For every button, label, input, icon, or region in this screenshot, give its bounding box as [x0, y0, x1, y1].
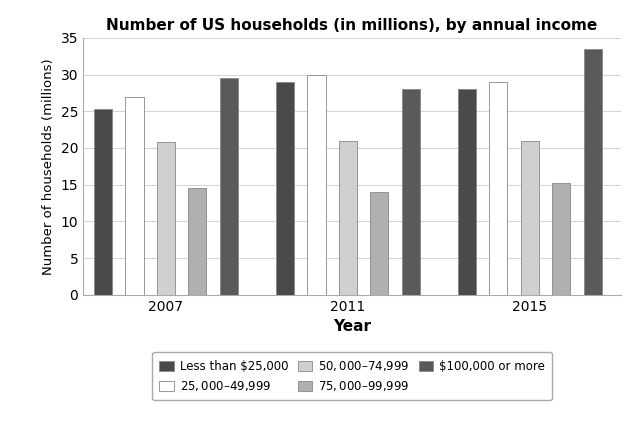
Bar: [276, 82, 294, 295]
Legend: Less than $25,000, $25,000–$49,999, $50,000–$74,999, $75,000–$99,999, $100,000 o: Less than $25,000, $25,000–$49,999, $50,…: [152, 352, 552, 400]
Bar: [584, 49, 602, 295]
Bar: [125, 96, 143, 295]
X-axis label: Year: Year: [333, 319, 371, 334]
Bar: [521, 141, 539, 295]
Title: Number of US households (in millions), by annual income: Number of US households (in millions), b…: [106, 18, 598, 32]
Bar: [220, 78, 238, 295]
Bar: [339, 141, 357, 295]
Bar: [307, 75, 326, 295]
Bar: [188, 188, 207, 295]
Y-axis label: Number of households (millions): Number of households (millions): [42, 58, 55, 274]
Bar: [490, 82, 508, 295]
Bar: [402, 89, 420, 295]
Bar: [94, 109, 112, 295]
Bar: [157, 142, 175, 295]
Bar: [552, 183, 570, 295]
Bar: [370, 192, 388, 295]
Bar: [458, 89, 476, 295]
